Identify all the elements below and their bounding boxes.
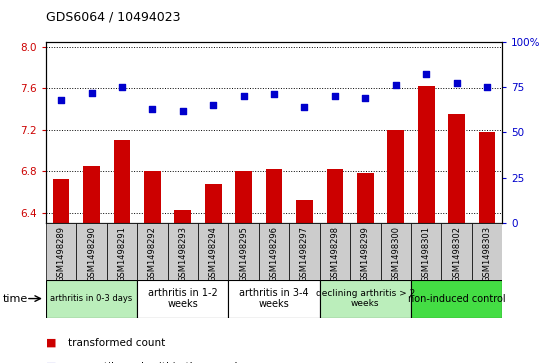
Bar [357, 174, 374, 223]
Text: GSM1498289: GSM1498289 [57, 226, 66, 282]
Point [422, 72, 430, 77]
FancyBboxPatch shape [441, 223, 472, 280]
Text: transformed count: transformed count [68, 338, 165, 348]
Bar [235, 171, 252, 223]
Point [209, 102, 218, 108]
Point [270, 91, 279, 97]
Bar [296, 200, 313, 223]
Text: ■: ■ [46, 338, 56, 348]
Bar [113, 140, 130, 223]
FancyBboxPatch shape [198, 223, 228, 280]
Text: GSM1498300: GSM1498300 [391, 226, 400, 282]
Point [148, 106, 157, 112]
Point [392, 82, 400, 88]
Text: arthritis in 3-4
weeks: arthritis in 3-4 weeks [239, 288, 309, 309]
Text: non-induced control: non-induced control [408, 294, 505, 303]
Point [239, 93, 248, 99]
FancyBboxPatch shape [320, 223, 350, 280]
FancyBboxPatch shape [411, 223, 441, 280]
Text: GSM1498296: GSM1498296 [269, 226, 279, 282]
Text: GSM1498301: GSM1498301 [422, 226, 431, 282]
FancyBboxPatch shape [46, 223, 76, 280]
FancyBboxPatch shape [381, 223, 411, 280]
Text: declining arthritis > 2
weeks: declining arthritis > 2 weeks [316, 289, 415, 308]
Bar [418, 86, 435, 223]
Text: GSM1498299: GSM1498299 [361, 226, 370, 282]
Text: GSM1498292: GSM1498292 [148, 226, 157, 282]
Point [483, 84, 491, 90]
Text: GSM1498297: GSM1498297 [300, 226, 309, 282]
Text: arthritis in 1-2
weeks: arthritis in 1-2 weeks [148, 288, 218, 309]
FancyBboxPatch shape [350, 223, 381, 280]
FancyBboxPatch shape [137, 280, 228, 318]
Point [300, 104, 309, 110]
Bar [144, 171, 161, 223]
Point [361, 95, 370, 101]
FancyBboxPatch shape [228, 223, 259, 280]
Bar [53, 179, 70, 223]
FancyBboxPatch shape [289, 223, 320, 280]
FancyBboxPatch shape [167, 223, 198, 280]
Bar [387, 130, 404, 223]
Bar [448, 114, 465, 223]
Point [330, 93, 339, 99]
FancyBboxPatch shape [472, 223, 502, 280]
Bar [478, 132, 495, 223]
Bar [266, 169, 282, 223]
Bar [205, 184, 221, 223]
Text: time: time [3, 294, 28, 303]
Text: ■: ■ [46, 362, 56, 363]
Bar [174, 210, 191, 223]
FancyBboxPatch shape [46, 280, 137, 318]
FancyBboxPatch shape [76, 223, 107, 280]
FancyBboxPatch shape [320, 280, 411, 318]
Text: GSM1498293: GSM1498293 [178, 226, 187, 282]
Point [453, 81, 461, 86]
Text: GSM1498290: GSM1498290 [87, 226, 96, 282]
FancyBboxPatch shape [228, 280, 320, 318]
Text: GSM1498294: GSM1498294 [208, 226, 218, 282]
Text: GSM1498303: GSM1498303 [483, 226, 491, 282]
Text: GDS6064 / 10494023: GDS6064 / 10494023 [46, 11, 180, 24]
Point [118, 84, 126, 90]
Text: arthritis in 0-3 days: arthritis in 0-3 days [50, 294, 133, 303]
Bar [327, 169, 343, 223]
Text: GSM1498291: GSM1498291 [118, 226, 126, 282]
Text: GSM1498295: GSM1498295 [239, 226, 248, 282]
Text: GSM1498298: GSM1498298 [330, 226, 339, 282]
FancyBboxPatch shape [137, 223, 167, 280]
Point [178, 108, 187, 114]
FancyBboxPatch shape [411, 280, 502, 318]
Text: GSM1498302: GSM1498302 [452, 226, 461, 282]
FancyBboxPatch shape [259, 223, 289, 280]
FancyBboxPatch shape [107, 223, 137, 280]
Point [57, 97, 65, 103]
Point [87, 90, 96, 95]
Bar [83, 166, 100, 223]
Text: percentile rank within the sample: percentile rank within the sample [68, 362, 244, 363]
